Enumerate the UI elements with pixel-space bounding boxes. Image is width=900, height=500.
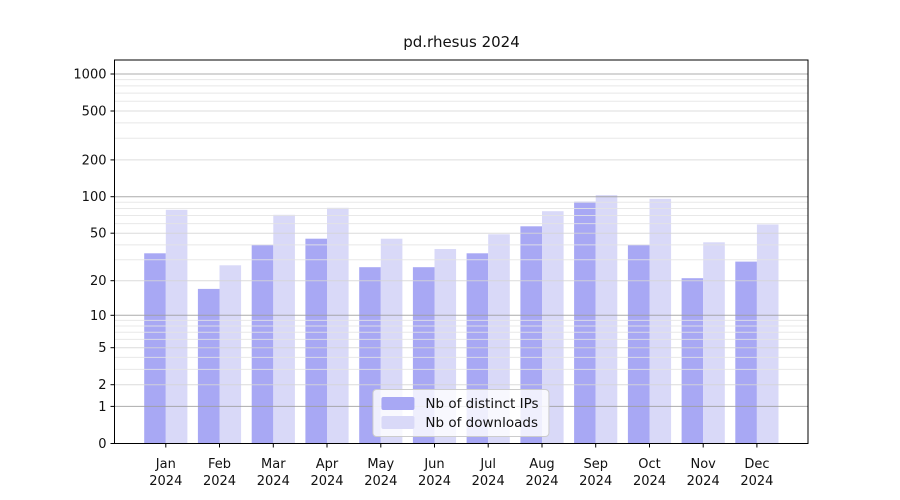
chart-title: pd.rhesus 2024 [403,33,520,51]
bar-downloads-12 [756,224,779,444]
bar-distinct-ips-4 [305,238,327,444]
bar-distinct-ips-10 [627,244,650,444]
x-tick-label: Jul 2024 [472,457,505,489]
y-tick-label: 100 [82,190,107,205]
x-tick-label: Sep 2024 [579,457,612,489]
plot-frame [114,59,809,444]
x-tick-label: Feb 2024 [203,457,236,489]
x-tick-label: Jan 2024 [149,457,182,489]
x-tick-label: Mar 2024 [257,457,290,489]
y-tick-label: 50 [90,227,107,242]
bar-distinct-ips-1 [144,253,166,444]
x-tick-label: Jun 2024 [418,457,451,489]
bar-distinct-ips-2 [197,288,220,444]
bar-distinct-ips-3 [251,244,274,444]
y-tick-label: 0 [98,437,106,452]
legend-label-distinct-ips: Nb of distinct IPs [425,395,539,412]
x-tick-label: May 2024 [364,457,397,489]
y-tick-label: 200 [82,153,107,168]
bar-distinct-ips-11 [681,278,704,444]
x-tick-label: Dec 2024 [740,457,773,489]
y-tick-label: 1000 [73,68,106,83]
x-tick-label: Oct 2024 [633,457,666,489]
legend-swatch-distinct-ips [381,397,415,410]
bar-downloads-8 [542,211,564,444]
legend-swatch-downloads [381,416,415,429]
bar-downloads-2 [219,265,242,444]
x-tick-label: Apr 2024 [310,457,343,489]
legend-label-downloads: Nb of downloads [425,414,538,431]
legend: Nb of distinct IPs Nb of downloads [372,389,550,437]
bar-distinct-ips-12 [735,261,757,444]
y-tick-label: 2 [98,378,106,393]
legend-item-downloads: Nb of downloads [381,415,538,431]
legend-item-distinct-ips: Nb of distinct IPs [381,395,539,412]
bar-downloads-11 [703,242,725,444]
bar-distinct-ips-9 [574,201,596,444]
x-tick-label: Aug 2024 [525,457,558,489]
y-tick-label: 1 [98,400,106,415]
y-tick-label: 500 [82,105,107,120]
bar-downloads-9 [595,195,618,444]
y-tick-label: 20 [90,274,107,289]
bar-downloads-3 [273,214,295,444]
x-tick-label: Nov 2024 [687,457,720,489]
y-tick-label: 5 [98,341,106,356]
y-tick-label: 10 [90,309,107,324]
